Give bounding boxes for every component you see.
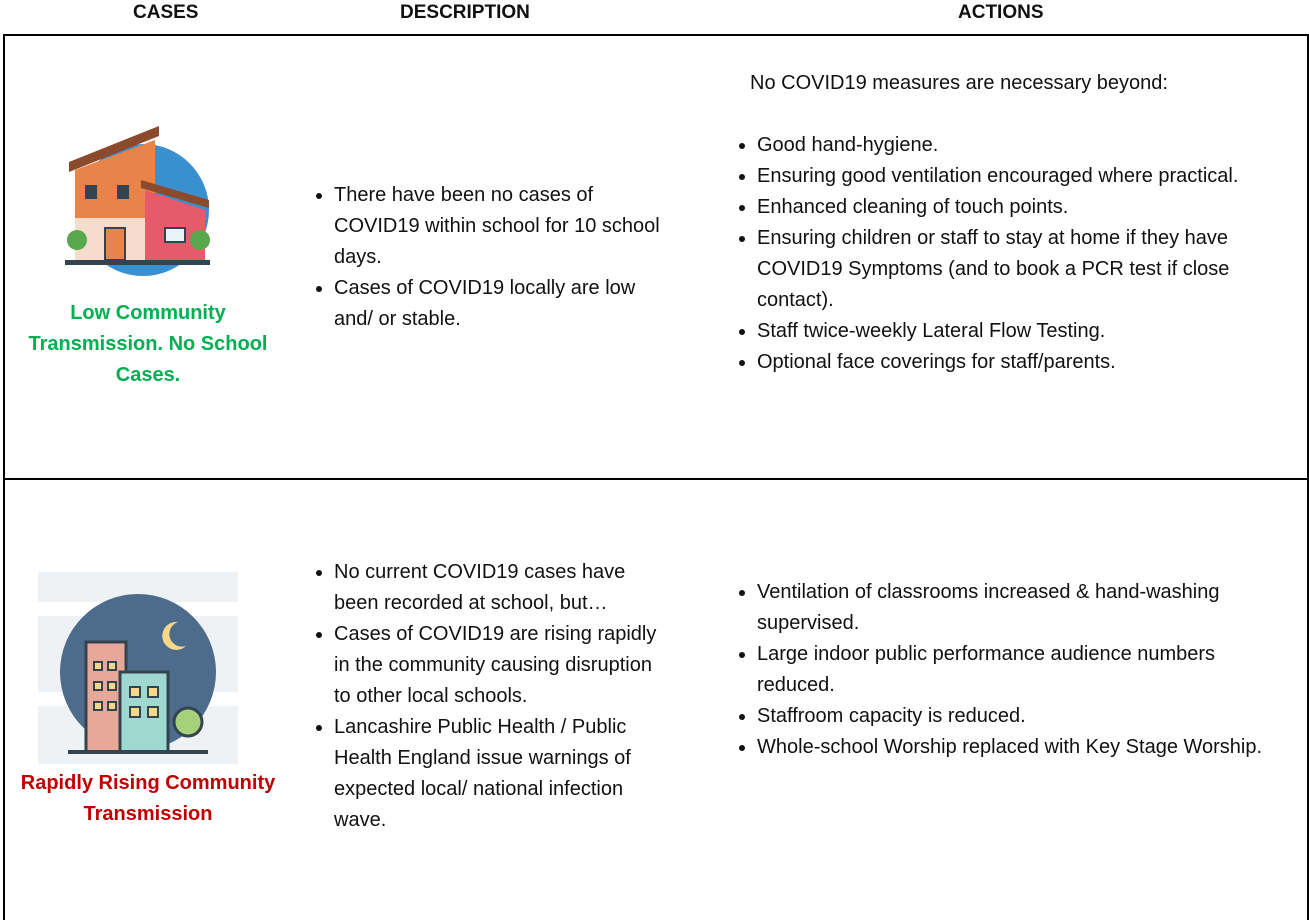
actions-cell: Ventilation of classrooms increased & ha… [717,480,1305,820]
description-cell: No current COVID19 cases have been recor… [294,480,714,912]
list-item: Cases of COVID19 locally are low and/ or… [334,273,660,335]
case-label: Rapidly Rising Community Transmission [20,772,276,825]
city-icon [38,572,238,764]
list-item: Staff twice-weekly Lateral Flow Testing. [757,316,1297,347]
list-item: Good hand-hygiene. [757,130,1297,161]
case-label: Low Community Transmission. No School Ca… [28,302,268,386]
list-item: Large indoor public performance audience… [757,639,1297,701]
house-icon [65,126,210,276]
table-row [3,34,1309,480]
list-item: Enhanced cleaning of touch points. [757,192,1297,223]
list-item: Ensuring children or staff to stay at ho… [757,223,1297,316]
list-item: No current COVID19 cases have been recor… [334,557,660,619]
actions-list: Ventilation of classrooms increased & ha… [717,577,1297,763]
description-list: There have been no cases of COVID19 with… [294,180,660,335]
column-header: CASES [133,2,199,23]
list-item: Cases of COVID19 are rising rapidly in t… [334,619,660,712]
list-item: There have been no cases of COVID19 with… [334,180,660,273]
column-header: ACTIONS [958,2,1044,23]
list-item: Ventilation of classrooms increased & ha… [757,577,1297,639]
list-item: Optional face coverings for staff/parent… [757,347,1297,378]
list-item: Lancashire Public Health / Public Health… [334,712,660,836]
actions-list: Good hand-hygiene.Ensuring good ventilat… [717,130,1297,378]
column-header: DESCRIPTION [400,2,530,23]
description-list: No current COVID19 cases have been recor… [294,557,660,836]
description-cell: There have been no cases of COVID19 with… [294,36,714,478]
list-item: Staffroom capacity is reduced. [757,701,1297,732]
actions-cell: No COVID19 measures are necessary beyond… [717,36,1305,510]
list-item: Whole-school Worship replaced with Key S… [757,732,1297,763]
list-item: Ensuring good ventilation encouraged whe… [757,161,1297,192]
actions-intro: No COVID19 measures are necessary beyond… [750,72,1168,94]
table-row [3,478,1309,920]
